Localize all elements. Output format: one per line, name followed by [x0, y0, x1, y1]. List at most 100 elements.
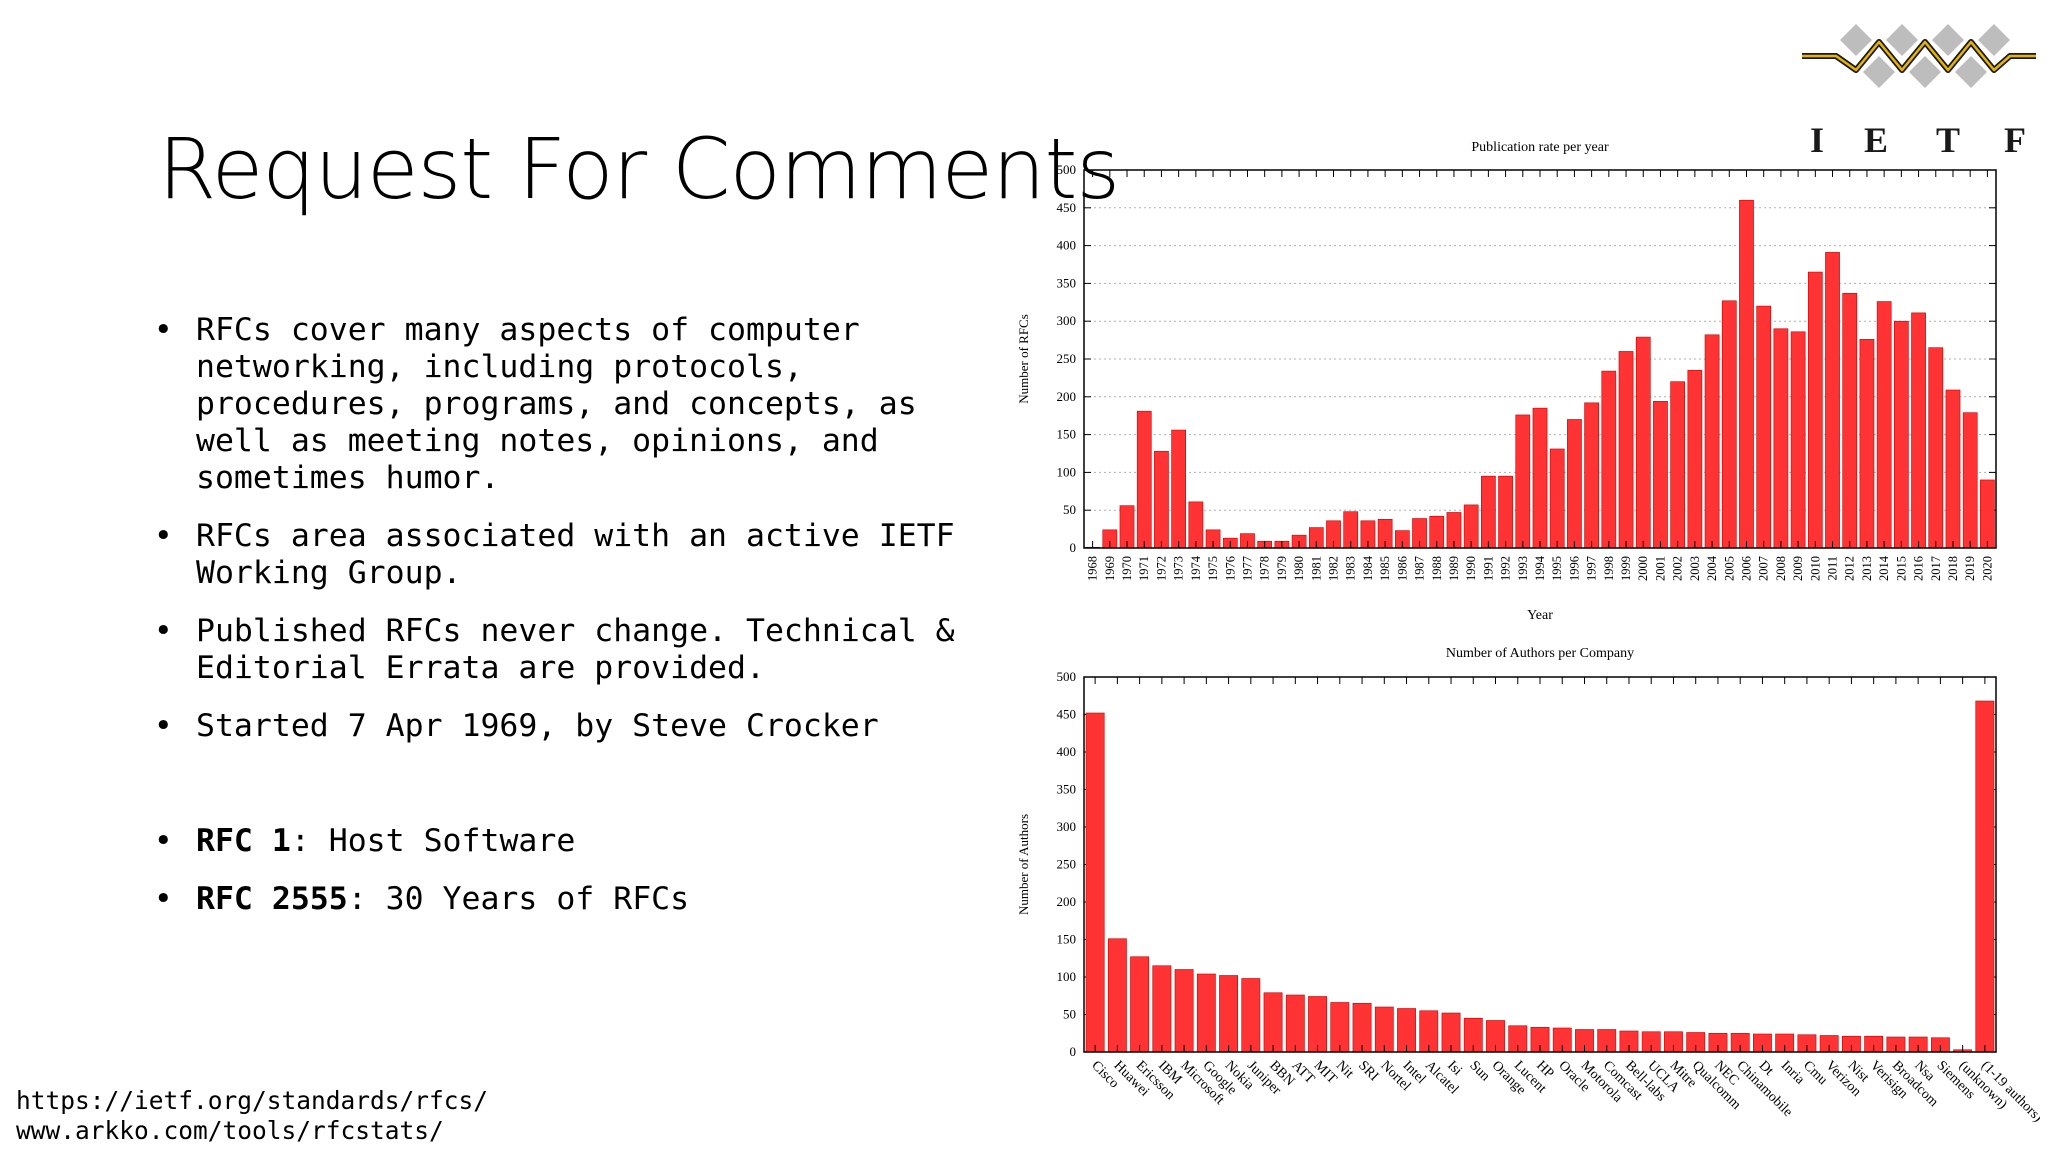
bar	[1567, 419, 1582, 549]
bar	[1670, 381, 1686, 549]
x-tick-label: 2015	[1894, 556, 1908, 581]
x-tick-label: 2016	[1912, 556, 1926, 581]
chart-title: Number of Authors per Company	[1446, 646, 1634, 661]
rfc-title[interactable]: : Host Software	[290, 823, 576, 859]
bar	[1825, 252, 1840, 549]
y-axis-label: Number of Authors	[1016, 814, 1031, 915]
bar	[1704, 334, 1720, 549]
y-tick-label: 250	[1057, 351, 1077, 366]
y-tick-label: 500	[1057, 162, 1077, 177]
y-tick-label: 0	[1070, 1044, 1077, 1059]
y-tick-label: 100	[1057, 464, 1077, 479]
x-tick-label: Cmu	[1800, 1058, 1830, 1088]
source-links: https://ietf.org/standards/rfcs/ www.ark…	[16, 1086, 488, 1146]
x-tick-label: 2002	[1671, 556, 1685, 581]
x-tick-label: 1997	[1585, 556, 1599, 581]
x-tick-label: 1991	[1481, 556, 1495, 581]
logo-letters: I E T F	[1810, 120, 2026, 158]
bar	[1894, 320, 1909, 549]
x-tick-label: 1987	[1413, 556, 1427, 581]
bar	[1790, 331, 1806, 549]
logo-letter: T	[1936, 120, 1960, 158]
bullet-item: RFCs cover many aspects of computer netw…	[150, 312, 970, 497]
x-tick-label: 1968	[1086, 556, 1100, 581]
bar	[1618, 351, 1634, 549]
x-tick-label: 1970	[1120, 556, 1134, 581]
x-tick-label: 1980	[1292, 556, 1306, 581]
rfc-number[interactable]: RFC 2555	[196, 881, 348, 917]
x-tick-label: SRI	[1355, 1058, 1381, 1084]
x-tick-label: 2018	[1946, 556, 1960, 581]
x-tick-label: 2019	[1963, 556, 1977, 581]
bar	[1498, 475, 1513, 549]
bar	[1285, 994, 1305, 1053]
x-tick-label: 1975	[1206, 556, 1220, 581]
bar	[1975, 700, 1995, 1053]
x-tick-label: 1990	[1464, 556, 1478, 581]
y-tick-label: 150	[1057, 427, 1077, 442]
bar	[1653, 401, 1668, 549]
x-tick-label: Inria	[1778, 1058, 1808, 1088]
bar	[1549, 448, 1565, 549]
bar	[1136, 410, 1152, 549]
rfc-title[interactable]: : 30 Years of RFCs	[347, 881, 690, 917]
bar	[1962, 412, 1978, 549]
y-tick-label: 150	[1057, 932, 1077, 947]
x-axis-label: Year	[1527, 608, 1553, 623]
bar	[1773, 328, 1789, 549]
bar	[1152, 965, 1172, 1053]
bar	[1601, 370, 1617, 549]
rfc-link-item[interactable]: RFC 2555: 30 Years of RFCs	[150, 881, 970, 918]
x-tick-label: 2008	[1774, 556, 1788, 581]
bar	[1687, 370, 1703, 549]
y-axis-label: Number of RFCs	[1016, 314, 1031, 404]
x-tick-label: 2009	[1791, 556, 1805, 581]
bar	[1842, 292, 1858, 549]
x-tick-label: 2011	[1826, 556, 1840, 581]
authors-per-company-chart: Number of Authors per Company 0 50 100 150 20…	[1016, 646, 2040, 1125]
x-tick-label: 2004	[1705, 555, 1719, 581]
y-tick-label: 250	[1057, 857, 1077, 872]
bar	[1807, 271, 1823, 549]
x-tick-label: 1978	[1258, 556, 1272, 581]
x-tick-label: 1974	[1189, 555, 1203, 581]
bar	[1107, 938, 1127, 1053]
y-tick-label: 300	[1057, 819, 1077, 834]
x-tick-label: 2013	[1860, 556, 1874, 581]
y-tick-label: 200	[1057, 894, 1077, 909]
rfc-link-item[interactable]: RFC 1: Host Software	[150, 823, 970, 860]
bar	[1945, 389, 1961, 549]
bar	[1859, 339, 1875, 549]
x-tick-label: 2017	[1929, 556, 1943, 581]
url-link[interactable]: https://ietf.org/standards/rfcs/	[16, 1086, 489, 1115]
bar	[1154, 450, 1169, 549]
x-tick-label: 1996	[1567, 556, 1581, 581]
bar	[1721, 300, 1737, 549]
y-tick-label: 450	[1057, 707, 1077, 722]
logo-letter: E	[1864, 120, 1888, 158]
bar	[1352, 1002, 1372, 1053]
x-tick-label: 1985	[1378, 556, 1392, 581]
x-tick-label: 1984	[1361, 555, 1375, 581]
x-tick-label: 1973	[1172, 556, 1186, 581]
y-tick-label: 350	[1057, 275, 1077, 290]
x-tick-label: 1983	[1344, 556, 1358, 581]
bar	[1481, 475, 1496, 549]
x-tick-label: 1992	[1499, 556, 1513, 581]
bullet-list: RFCs cover many aspects of computer netw…	[150, 312, 970, 939]
x-tick-label: 1994	[1533, 555, 1547, 581]
bar	[1739, 199, 1754, 549]
plot-frame	[1083, 676, 1997, 1053]
bar	[1928, 347, 1944, 549]
x-tick-label: 1979	[1275, 556, 1289, 581]
bar	[1635, 336, 1651, 549]
logo-letter: F	[2004, 120, 2026, 158]
url-link[interactable]: www.arkko.com/tools/rfcstats/	[16, 1116, 444, 1145]
bar	[1171, 429, 1186, 549]
rfc-number[interactable]: RFC 1	[196, 823, 291, 859]
bullet-item: Published RFCs never change. Technical &…	[150, 613, 970, 687]
x-tick-label: 1998	[1602, 556, 1616, 581]
bar	[1130, 956, 1150, 1053]
plot-frame	[1083, 169, 1997, 549]
y-tick-label: 350	[1057, 782, 1077, 797]
